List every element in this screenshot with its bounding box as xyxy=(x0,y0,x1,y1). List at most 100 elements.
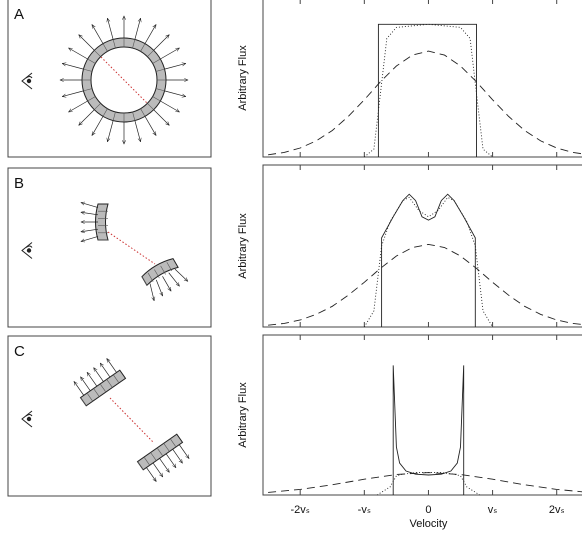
velocity-arrow xyxy=(134,18,141,40)
segment-divider xyxy=(86,392,94,402)
x-tick-label: 0 xyxy=(425,504,431,516)
shell-segment xyxy=(132,111,136,121)
eye xyxy=(21,72,33,90)
plot-frame xyxy=(262,0,582,158)
segment-divider xyxy=(150,452,157,461)
velocity-arrow xyxy=(81,203,99,208)
line-dashed xyxy=(268,472,582,493)
shell-segment xyxy=(136,433,192,484)
segment-divider xyxy=(99,383,107,393)
velocity-arrow xyxy=(107,18,114,40)
shell-segment xyxy=(155,88,165,92)
velocity-arrow xyxy=(92,25,104,44)
segment-body xyxy=(141,258,179,287)
velocity-arrow xyxy=(164,63,186,70)
shell-segment xyxy=(155,68,165,72)
velocity-arrow xyxy=(160,48,179,60)
velocity-arrow xyxy=(162,276,172,291)
segment-divider xyxy=(106,379,113,388)
velocity-arrow xyxy=(134,120,141,142)
plot-frame xyxy=(262,334,582,496)
segment-divider xyxy=(137,461,144,471)
velocity-arrow xyxy=(62,63,84,70)
velocity-arrow xyxy=(146,467,156,482)
velocity-arrow xyxy=(107,120,114,142)
shell-segment xyxy=(112,39,116,49)
segment-divider xyxy=(112,374,120,384)
line-solid xyxy=(392,365,465,495)
eye-pupil xyxy=(26,416,32,422)
velocity-arrow xyxy=(81,228,99,232)
panel-label: A xyxy=(14,6,24,23)
shell-segment xyxy=(83,68,93,72)
x-tick-label: vₛ xyxy=(488,504,498,516)
velocity-arrow xyxy=(174,268,188,284)
shell-segment xyxy=(152,96,161,102)
x-tick-label: -2vₛ xyxy=(290,504,309,516)
line-dashed xyxy=(268,50,582,156)
velocity-arrow xyxy=(69,100,88,112)
velocity-arrow xyxy=(62,90,84,97)
shell-segment xyxy=(132,39,136,49)
velocity-arrow xyxy=(172,449,183,463)
shell-segment xyxy=(140,108,146,117)
shell-segment xyxy=(147,50,154,57)
x-tick-label: 2vₛ xyxy=(549,504,565,516)
shell-segment xyxy=(94,103,101,110)
velocity-arrow xyxy=(160,100,179,112)
velocity-arrow xyxy=(81,212,99,216)
shell-segment xyxy=(141,258,188,301)
velocity-arrow xyxy=(74,381,85,396)
x-tick-label: -vₛ xyxy=(358,504,371,516)
shell-segment xyxy=(87,58,96,64)
velocity-arrow xyxy=(81,377,91,391)
velocity-arrow xyxy=(144,25,156,44)
velocity-arrow xyxy=(178,444,189,459)
panel-frame xyxy=(7,335,212,497)
axis-dotted xyxy=(107,231,156,265)
eye-pupil xyxy=(26,248,32,253)
velocity-arrow xyxy=(144,116,156,135)
segment-divider xyxy=(141,276,148,286)
velocity-arrow xyxy=(100,363,111,378)
axis-dotted xyxy=(100,56,148,104)
axis-dotted xyxy=(109,397,154,443)
velocity-arrow xyxy=(165,453,176,468)
segment-divider xyxy=(156,447,164,457)
shell-segment xyxy=(81,203,109,242)
panel-frame xyxy=(7,167,212,328)
eye xyxy=(25,245,33,248)
eye xyxy=(21,410,33,428)
x-axis-label: Velocity xyxy=(409,518,447,530)
velocity-arrow xyxy=(79,109,95,126)
line-dotted xyxy=(364,23,493,158)
segment-divider xyxy=(166,262,173,272)
eye xyxy=(21,242,33,259)
line-solid xyxy=(381,193,476,327)
shell-segment xyxy=(112,111,116,121)
shell-segment xyxy=(147,103,154,110)
eye xyxy=(25,414,33,417)
line-dashed xyxy=(268,243,582,326)
segment-divider xyxy=(93,388,100,397)
velocity-arrow xyxy=(92,116,104,135)
segment-divider xyxy=(154,269,160,279)
velocity-arrow xyxy=(107,359,117,373)
eye-pupil xyxy=(26,78,32,84)
velocity-arrow xyxy=(81,236,99,241)
line-solid xyxy=(377,23,477,157)
y-axis-label: Arbitrary Flux xyxy=(237,382,249,448)
segment-divider xyxy=(147,272,154,282)
velocity-arrow xyxy=(152,462,163,477)
velocity-arrow xyxy=(164,90,186,97)
shell-segment xyxy=(94,50,101,57)
velocity-arrow xyxy=(94,368,104,382)
velocity-arrow xyxy=(87,372,98,387)
velocity-arrow xyxy=(153,35,170,51)
velocity-arrow xyxy=(79,35,95,51)
velocity-arrow xyxy=(69,48,88,60)
eye xyxy=(25,76,33,79)
line-dotted xyxy=(363,196,493,328)
velocity-arrow xyxy=(155,279,165,296)
